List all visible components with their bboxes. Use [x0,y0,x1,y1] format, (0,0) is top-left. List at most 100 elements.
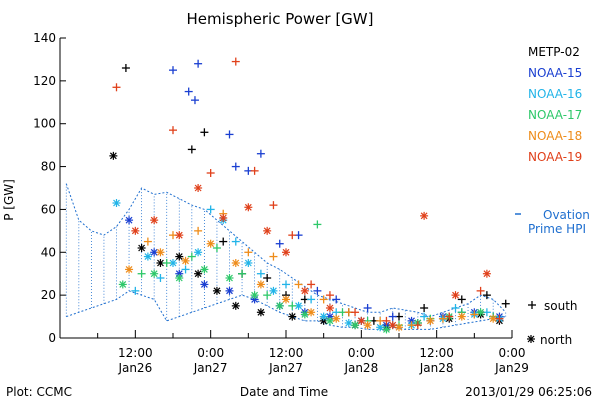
point-south [143,237,152,246]
point-north [307,308,316,317]
point-south [194,59,203,68]
point-south [231,237,240,246]
point-south [187,252,196,261]
point-north [363,321,372,330]
y-axis-label: P [GW] [2,179,16,221]
point-south [420,312,429,321]
point-south [169,126,177,135]
point-north [388,321,397,330]
point-north [206,239,215,248]
legend-south-label: south [544,299,578,313]
point-north [244,259,253,267]
point-north [225,274,234,282]
legend: METP-02 NOAA-15 NOAA-16 NOAA-17 NOAA-18 NOAA-… [515,45,590,347]
point-south [307,280,316,289]
x-tick-time-label: 0:00 [348,346,375,360]
point-north [250,291,259,300]
x-tick-date-label: Jan26 [117,361,152,375]
point-south [476,286,485,295]
point-north [219,214,228,222]
y-tick-label: 60 [41,202,56,216]
point-north [457,312,466,321]
y-tick-label: 40 [41,245,56,259]
point-north [282,295,290,304]
series-noaa-18 [125,209,498,332]
point-south [388,312,397,321]
legend-entry-noaa-16: NOAA-16 [528,87,582,101]
point-south [231,162,240,171]
point-south [269,201,278,210]
legend-entry-noaa-18: NOAA-18 [528,129,582,143]
point-south [332,295,341,304]
point-north [426,316,435,325]
legend-entry-noaa-19: NOAA-19 [528,150,582,164]
point-north [482,269,491,278]
point-north [263,226,272,235]
point-north [319,312,328,321]
point-north [109,151,118,160]
x-tick-time-label: 12:00 [419,346,454,360]
x-tick-date-label: Jan28 [419,361,454,375]
point-south [269,252,278,261]
point-north [325,304,334,312]
series-metp-02 [109,64,510,332]
point-north [225,286,234,295]
point-south [307,295,316,304]
point-north [282,248,290,257]
point-north [376,323,385,332]
point-south [313,220,322,229]
point-south [282,280,290,289]
footer-timestamp: 2013/01/29 06:25:06 [465,385,592,399]
point-south [206,205,215,214]
point-south [263,291,272,300]
point-south [294,280,303,289]
legend-entry-noaa-15: NOAA-15 [528,66,582,80]
x-tick-date-label: Jan27 [268,361,303,375]
point-south [256,269,265,278]
point-south [200,128,209,137]
x-tick-time-label: 12:00 [269,346,304,360]
point-south [121,64,130,72]
point-north [194,269,203,278]
point-south [244,248,253,257]
point-north [118,280,127,289]
point-north [200,280,209,289]
point-north [325,316,334,325]
point-north [143,252,152,261]
legend-north-label: north [540,333,572,347]
point-north [150,216,159,225]
point-north [231,301,240,310]
point-south [445,312,454,321]
legend-entry-noaa-17: NOAA-17 [528,108,582,122]
point-south [288,301,297,310]
point-north [212,286,221,295]
y-tick-label: 20 [41,288,56,302]
point-south [181,265,190,274]
point-south [313,286,322,295]
ovation-lower-line [66,290,506,330]
point-south [190,96,199,105]
point-south [288,231,297,240]
point-south [263,274,272,282]
point-north [395,323,403,332]
legend-ovation-label: Ovation [543,208,590,222]
point-north [420,211,429,220]
point-north [112,199,121,207]
x-tick-date-label: Jan28 [343,361,378,375]
point-north [288,312,297,321]
plot-area: 02040608010012014012:00Jan260:00Jan2712:… [33,31,529,375]
x-tick-date-label: Jan29 [494,361,529,375]
point-south [382,316,391,325]
point-north [332,314,341,323]
point-north [175,274,184,282]
y-tick-label: 80 [41,160,56,174]
point-south [413,321,422,330]
point-north [476,308,485,317]
x-tick-time-label: 12:00 [118,346,153,360]
point-north [156,248,165,257]
series-noaa-16 [112,199,504,332]
point-south [187,145,196,154]
point-north [125,265,134,274]
legend-ovation-label: Prime HPI [528,222,586,236]
